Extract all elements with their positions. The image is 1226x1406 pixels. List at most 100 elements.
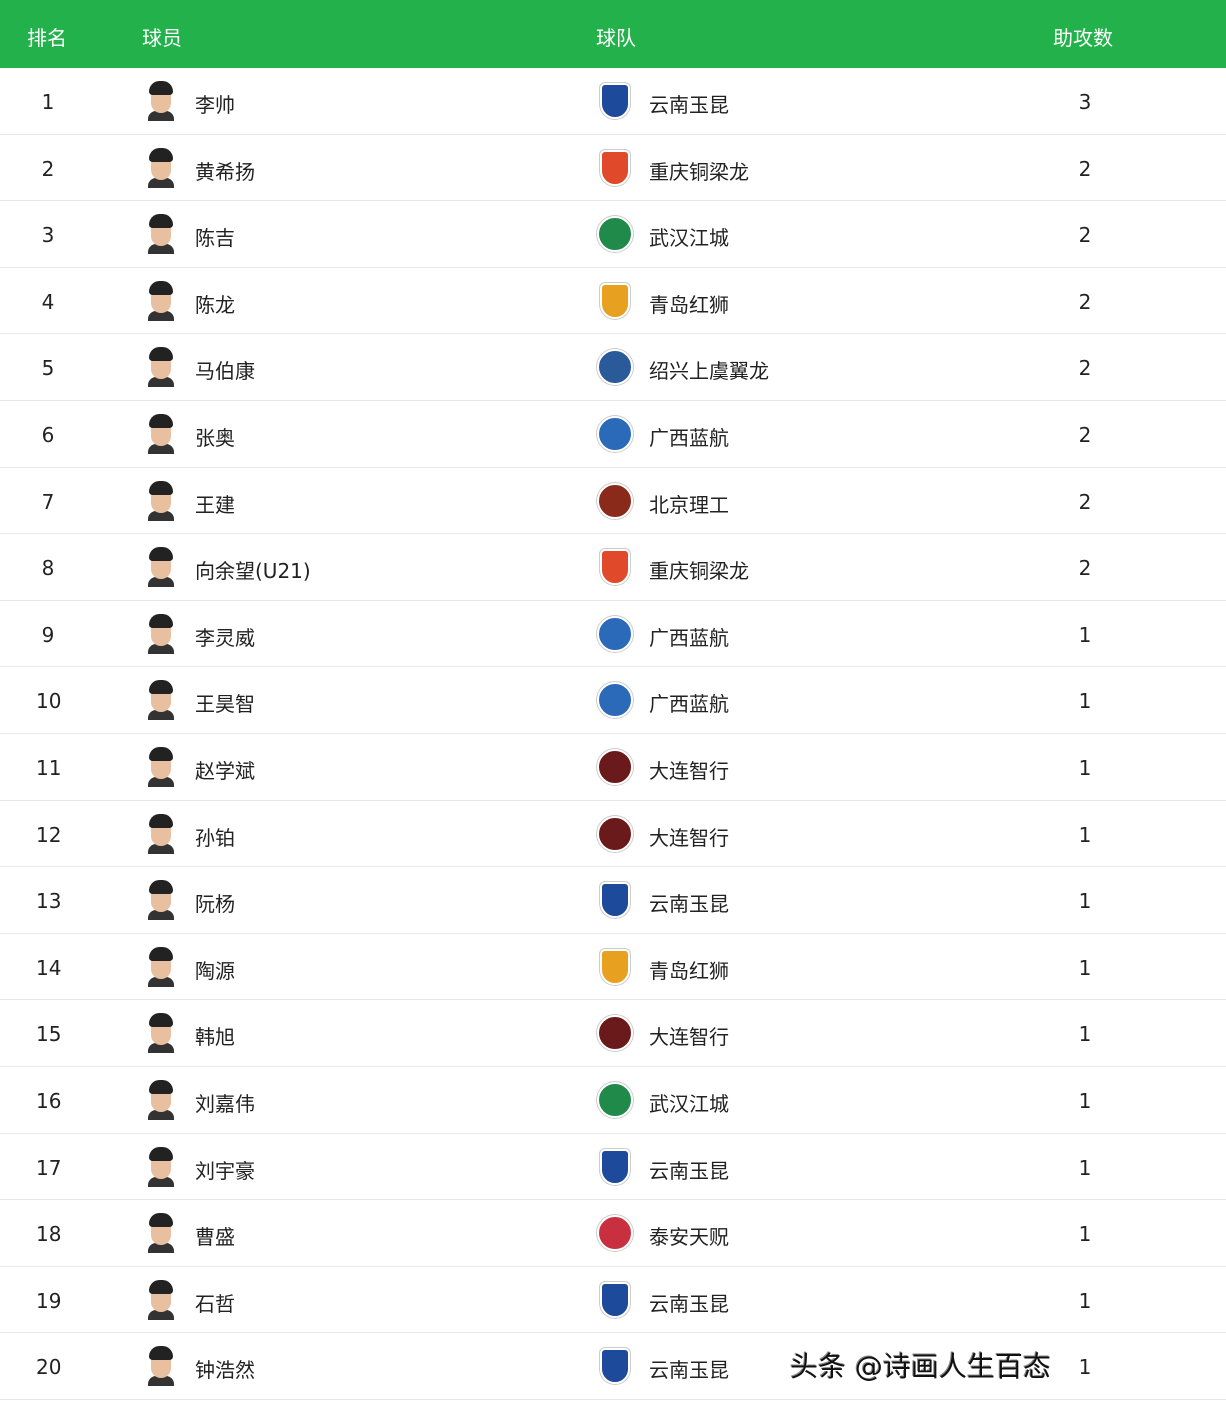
table-row[interactable]: 14 陶源 青岛红狮 1 (0, 934, 1226, 1001)
rank: 16 (36, 1088, 62, 1113)
team-name[interactable]: 广西蓝航 (649, 625, 729, 650)
team-name[interactable]: 武汉江城 (649, 1091, 729, 1116)
table-row[interactable]: 6 张奥 广西蓝航 2 (0, 401, 1226, 468)
player-name[interactable]: 钟浩然 (195, 1358, 255, 1383)
player-name[interactable]: 阮杨 (195, 892, 235, 917)
table-row[interactable]: 8 向余望(U21) 重庆铜梁龙 2 (0, 534, 1226, 601)
rank: 12 (36, 822, 62, 847)
player-avatar (146, 1213, 176, 1254)
player-name[interactable]: 陈龙 (195, 292, 235, 317)
team-logo-icon (597, 1015, 633, 1052)
player-avatar (146, 1013, 176, 1054)
team-name[interactable]: 武汉江城 (649, 226, 729, 251)
table-row[interactable]: 18 曹盛 泰安天贶 1 (0, 1200, 1226, 1267)
table-row[interactable]: 17 刘宇豪 云南玉昆 1 (0, 1134, 1226, 1201)
assists-count: 1 (1078, 889, 1092, 914)
player-name[interactable]: 王建 (195, 492, 235, 517)
team-name[interactable]: 青岛红狮 (649, 292, 729, 317)
team-name[interactable]: 绍兴上虞翼龙 (649, 359, 769, 384)
player-name[interactable]: 李帅 (195, 93, 235, 117)
team-name[interactable]: 重庆铜梁龙 (649, 159, 749, 184)
header-rank: 排名 (27, 26, 67, 50)
player-avatar (146, 746, 176, 787)
team-logo-icon (600, 149, 630, 186)
team-logo-icon (597, 415, 633, 452)
table-row[interactable]: 7 王建 北京理工 2 (0, 468, 1226, 535)
table-row[interactable]: 1 李帅 云南玉昆 3 (0, 68, 1226, 135)
table-row[interactable]: 9 李灵威 广西蓝航 1 (0, 601, 1226, 668)
team-logo-icon (597, 748, 633, 785)
table-row[interactable]: 10 王昊智 广西蓝航 1 (0, 667, 1226, 734)
player-avatar (146, 413, 176, 454)
player-name[interactable]: 刘宇豪 (195, 1158, 255, 1183)
table-row[interactable]: 13 阮杨 云南玉昆 1 (0, 867, 1226, 934)
team-name[interactable]: 云南玉昆 (649, 1158, 729, 1183)
assists-count: 2 (1078, 223, 1092, 248)
team-name[interactable]: 大连智行 (649, 1025, 729, 1050)
assists-count: 1 (1078, 1088, 1092, 1113)
player-avatar (146, 347, 176, 388)
team-name[interactable]: 青岛红狮 (649, 958, 729, 983)
table-row[interactable]: 15 韩旭 大连智行 1 (0, 1000, 1226, 1067)
assists-count: 3 (1078, 90, 1092, 114)
player-name[interactable]: 黄希扬 (195, 159, 255, 184)
table-row[interactable]: 20 钟浩然 云南玉昆 1 (0, 1333, 1226, 1400)
rank: 10 (36, 689, 62, 714)
player-name[interactable]: 向余望(U21) (195, 559, 311, 584)
assists-count: 1 (1078, 755, 1092, 780)
player-avatar (146, 880, 176, 921)
assists-count: 2 (1078, 156, 1092, 181)
player-name[interactable]: 陈吉 (195, 226, 235, 251)
player-avatar (146, 680, 176, 721)
team-logo-icon (597, 1081, 633, 1118)
team-name[interactable]: 云南玉昆 (649, 1291, 729, 1316)
table-row[interactable]: 5 马伯康 绍兴上虞翼龙 2 (0, 334, 1226, 401)
team-logo-icon (600, 83, 630, 119)
team-name[interactable]: 云南玉昆 (649, 93, 729, 117)
player-avatar (146, 280, 176, 321)
player-name[interactable]: 王昊智 (195, 692, 255, 717)
player-name[interactable]: 张奥 (195, 425, 235, 450)
team-logo-icon (597, 815, 633, 852)
assists-count: 1 (1078, 622, 1092, 647)
player-name[interactable]: 马伯康 (195, 359, 255, 384)
assists-count: 2 (1078, 356, 1092, 381)
team-logo-icon (600, 1348, 630, 1385)
table-row[interactable]: 4 陈龙 青岛红狮 2 (0, 268, 1226, 335)
player-name[interactable]: 石哲 (195, 1291, 235, 1316)
watermark: 头条 @诗画人生百态 (790, 1350, 1051, 1383)
player-avatar (146, 81, 176, 121)
team-name[interactable]: 广西蓝航 (649, 425, 729, 450)
assists-count: 1 (1078, 1288, 1092, 1313)
header-player: 球员 (142, 26, 182, 50)
player-name[interactable]: 曹盛 (195, 1225, 235, 1250)
player-name[interactable]: 陶源 (195, 958, 235, 983)
assists-count: 1 (1078, 1022, 1092, 1047)
team-name[interactable]: 大连智行 (649, 758, 729, 783)
team-name[interactable]: 云南玉昆 (649, 1358, 729, 1383)
team-logo-icon (597, 615, 633, 652)
table-row[interactable]: 3 陈吉 武汉江城 2 (0, 201, 1226, 268)
player-name[interactable]: 李灵威 (195, 625, 255, 650)
player-name[interactable]: 韩旭 (195, 1025, 235, 1050)
team-logo-icon (600, 882, 630, 919)
table-row[interactable]: 19 石哲 云南玉昆 1 (0, 1267, 1226, 1334)
rank: 8 (41, 556, 55, 581)
table-row[interactable]: 2 黄希扬 重庆铜梁龙 2 (0, 135, 1226, 202)
team-logo-icon (597, 482, 633, 519)
player-name[interactable]: 刘嘉伟 (195, 1091, 255, 1116)
player-name[interactable]: 孙铂 (195, 825, 235, 850)
rank: 20 (36, 1355, 62, 1380)
player-name[interactable]: 赵学斌 (195, 758, 255, 783)
team-name[interactable]: 大连智行 (649, 825, 729, 850)
table-row[interactable]: 16 刘嘉伟 武汉江城 1 (0, 1067, 1226, 1134)
table-row[interactable]: 12 孙铂 大连智行 1 (0, 801, 1226, 868)
team-name[interactable]: 重庆铜梁龙 (649, 559, 749, 584)
table-row[interactable]: 11 赵学斌 大连智行 1 (0, 734, 1226, 801)
team-name[interactable]: 北京理工 (649, 492, 729, 517)
team-name[interactable]: 泰安天贶 (649, 1225, 729, 1250)
team-name[interactable]: 广西蓝航 (649, 692, 729, 717)
team-logo-icon (600, 549, 630, 586)
team-name[interactable]: 云南玉昆 (649, 892, 729, 917)
